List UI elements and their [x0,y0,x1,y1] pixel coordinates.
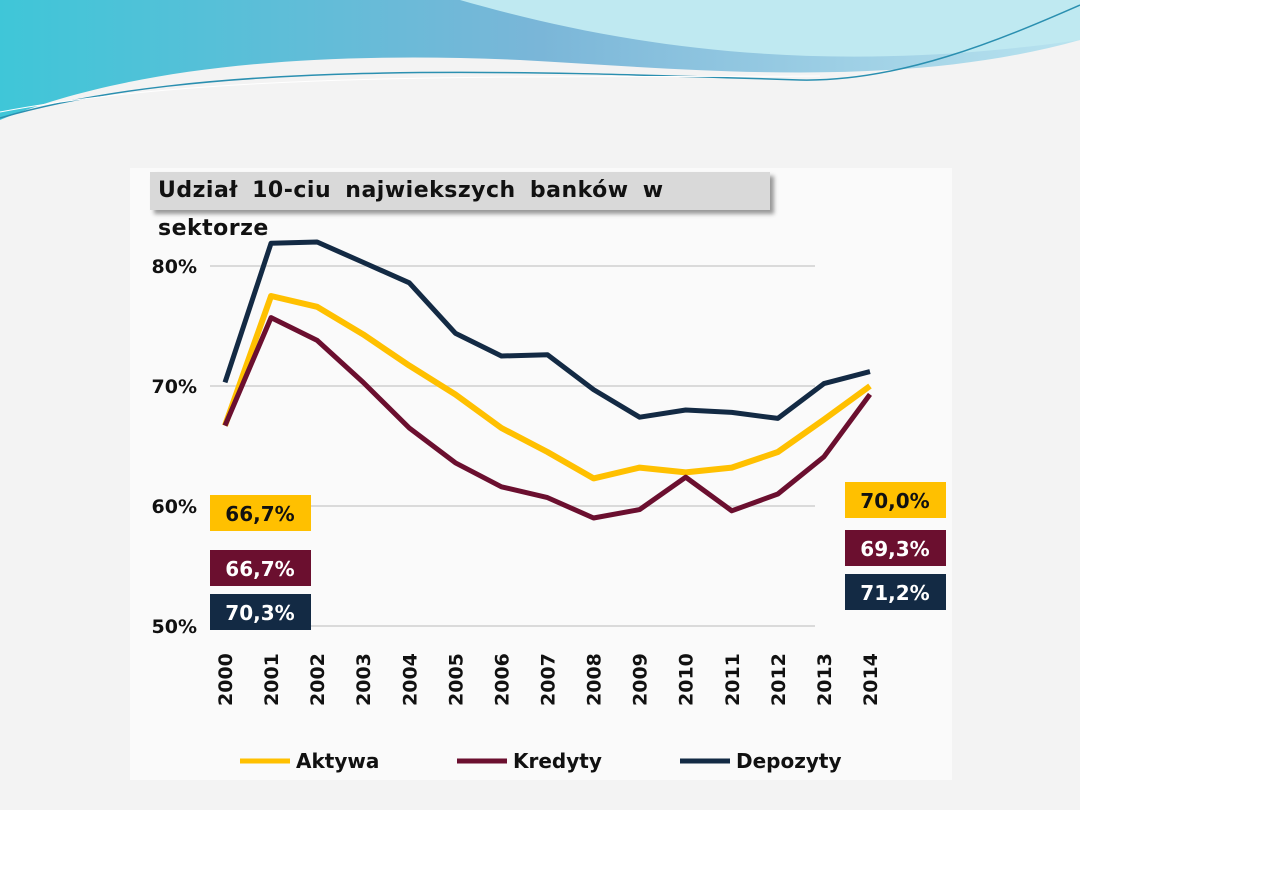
legend-label: Kredyty [513,749,602,773]
y-tick-label: 60% [152,496,197,518]
series-line-depozyty [222,239,871,421]
data-label-box-end [845,530,946,566]
x-tick-label: 2011 [722,653,744,706]
y-tick-label: 80% [152,256,197,278]
x-tick-label: 2006 [491,653,513,706]
data-label-box-end [845,482,946,518]
x-tick-label: 2008 [584,653,606,706]
data-label-box-end [845,574,946,610]
chart-area [130,168,952,780]
x-tick-label: 2005 [445,653,467,706]
legend-label: Depozyty [736,749,842,773]
x-tick-label: 2010 [676,653,698,706]
data-label-box-start [210,594,311,630]
data-label-start: 66,7% [225,502,294,526]
data-label-start: 70,3% [225,601,294,625]
y-tick-label: 50% [152,616,197,638]
data-label-end: 69,3% [860,537,929,561]
series-line-kredyty [222,315,872,521]
data-label-box-start [210,495,311,531]
x-tick-label: 2012 [768,653,790,706]
x-tick-label: 2013 [814,653,836,706]
x-tick-label: 2000 [215,653,237,706]
data-label-end: 71,2% [860,581,929,605]
data-label-box-start [210,550,311,586]
x-tick-label: 2002 [307,653,329,706]
y-tick-label: 70% [152,376,197,398]
wave-decoration [0,0,1080,120]
x-tick-label: 2007 [537,653,559,706]
x-tick-label: 2001 [261,653,283,706]
x-tick-label: 2009 [630,653,652,706]
chart-title: Udział 10-ciu najwiekszych banków w sekt… [150,172,770,241]
legend-label: Aktywa [296,749,379,773]
x-tick-label: 2004 [399,653,421,706]
data-label-start: 66,7% [225,557,294,581]
series-line-aktywa [222,293,872,482]
x-tick-label: 2003 [353,653,375,706]
x-tick-label: 2014 [860,653,882,706]
data-label-end: 70,0% [860,489,929,513]
